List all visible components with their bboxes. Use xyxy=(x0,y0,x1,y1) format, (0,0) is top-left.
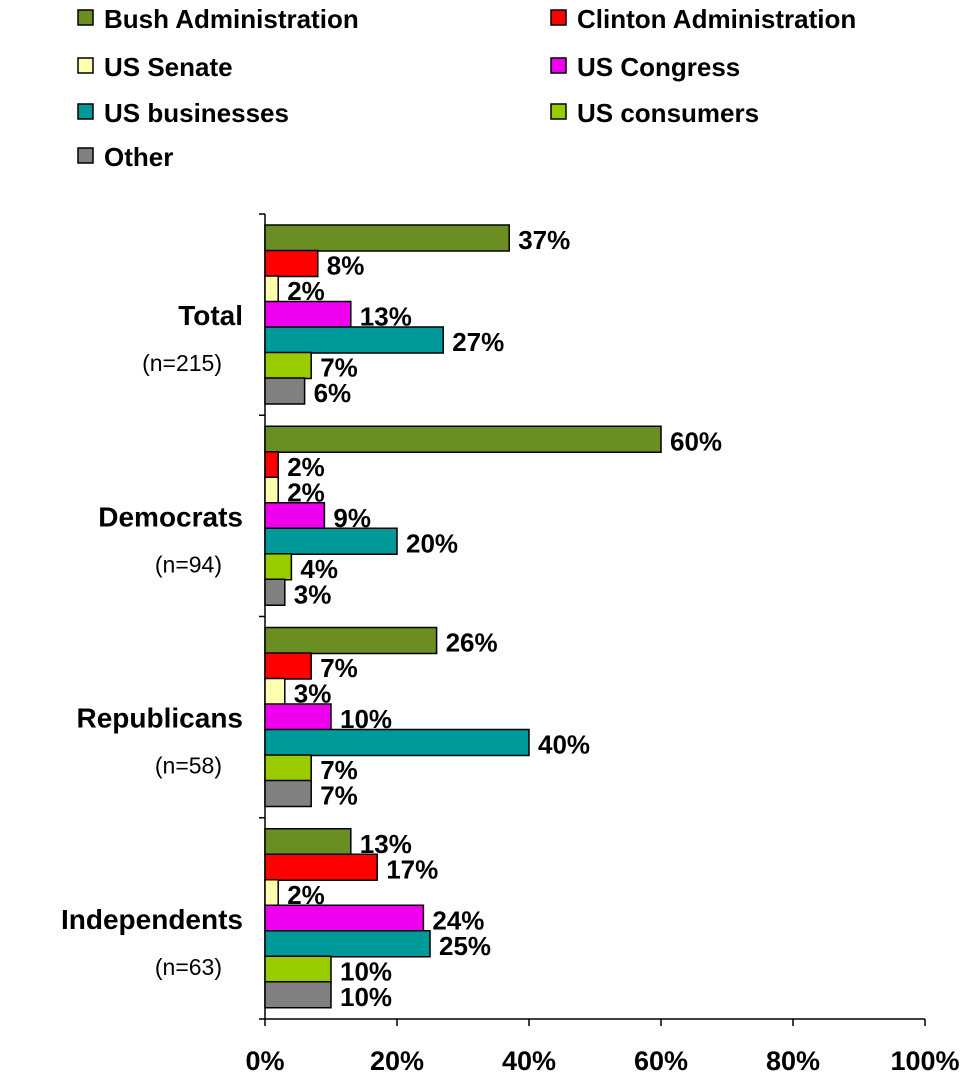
bar-republicans-clinton-administration xyxy=(264,652,312,680)
x-tick-label: 0% xyxy=(245,1046,284,1076)
bar-republicans-other xyxy=(264,779,312,808)
legend-label-us-businesses: US businesses xyxy=(104,98,289,128)
category-sample-size: (n=58) xyxy=(155,753,222,779)
data-label: 3% xyxy=(294,679,332,709)
bar-total-us-businesses xyxy=(264,326,444,354)
bar-independents-clinton-administration xyxy=(264,853,378,881)
bar-independents-other xyxy=(264,981,332,1009)
legend-swatch-other xyxy=(77,147,94,164)
data-label: 6% xyxy=(314,378,352,408)
legend-label-us-consumers: US consumers xyxy=(577,98,759,128)
data-label: 25% xyxy=(439,931,491,961)
x-tick-label: 100% xyxy=(890,1046,959,1076)
bar-independents-bush-administration xyxy=(264,828,352,856)
bar-republicans-us-consumers xyxy=(264,754,312,782)
bar-democrats-us-consumers xyxy=(264,553,293,581)
bar-democrats-other xyxy=(264,578,286,606)
data-labels: 37%8%2%13%27%7%6%60%2%2%9%20%4%3%26%7%3%… xyxy=(287,225,722,1012)
legend-label-clinton-administration: Clinton Administration xyxy=(577,4,856,34)
x-tick-label: 40% xyxy=(502,1046,556,1076)
data-label: 60% xyxy=(670,426,722,456)
category-sample-size: (n=215) xyxy=(142,350,222,376)
category-label-democrats: Democrats xyxy=(98,501,243,532)
data-label: 10% xyxy=(340,956,392,986)
data-label: 10% xyxy=(340,704,392,734)
bar-independents-us-congress xyxy=(264,904,425,932)
data-label: 2% xyxy=(287,880,325,910)
data-label: 37% xyxy=(518,225,570,255)
data-label: 13% xyxy=(360,829,412,859)
data-label: 2% xyxy=(287,452,325,482)
data-label: 13% xyxy=(360,302,412,332)
data-label: 4% xyxy=(300,554,338,584)
category-label-independents: Independents xyxy=(61,904,243,935)
x-tick-label: 60% xyxy=(634,1046,688,1076)
legend-label-us-senate: US Senate xyxy=(104,52,233,82)
category-label-republicans: Republicans xyxy=(77,703,243,734)
axis: 0% 20% 40% 60% 80% 100% xyxy=(245,213,960,1076)
bar-republicans-bush-administration xyxy=(264,626,438,655)
bar-democrats-us-businesses xyxy=(264,527,398,555)
legend-label-other: Other xyxy=(104,142,173,172)
legend: Bush Administration Clinton Administratio… xyxy=(77,4,856,172)
data-label: 2% xyxy=(287,477,325,507)
data-label: 20% xyxy=(406,528,458,558)
category-labels: Total (n=215) Democrats (n=94) Republicans (n… xyxy=(61,300,243,980)
legend-swatch-us-senate xyxy=(77,57,94,74)
bar-independents-us-senate xyxy=(264,879,279,907)
data-label: 9% xyxy=(333,503,371,533)
bar-democrats-us-senate xyxy=(264,476,279,504)
data-label: 26% xyxy=(446,628,498,658)
bar-total-clinton-administration xyxy=(264,249,319,278)
category-sample-size: (n=94) xyxy=(155,551,222,577)
data-label: 3% xyxy=(294,579,332,609)
data-label: 24% xyxy=(432,905,484,935)
bar-total-us-consumers xyxy=(264,351,312,380)
legend-swatch-us-congress xyxy=(550,57,567,74)
data-label: 7% xyxy=(320,353,358,383)
legend-label-bush-administration: Bush Administration xyxy=(104,4,359,34)
bar-total-us-senate xyxy=(264,275,279,303)
bar-democrats-bush-administration xyxy=(264,425,662,453)
data-label: 2% xyxy=(287,276,325,306)
x-tick-label: 80% xyxy=(766,1046,820,1076)
data-label: 8% xyxy=(327,251,365,281)
bar-independents-us-businesses xyxy=(264,930,431,958)
data-label: 40% xyxy=(538,730,590,760)
bar-republicans-us-businesses xyxy=(264,728,530,757)
data-label: 7% xyxy=(320,755,358,785)
bar-total-other xyxy=(264,377,306,405)
data-label: 27% xyxy=(452,327,504,357)
category-label-total: Total xyxy=(178,300,243,331)
data-label: 17% xyxy=(386,854,438,884)
bar-republicans-us-senate xyxy=(264,677,286,706)
bar-independents-us-consumers xyxy=(264,955,332,983)
x-tick-label: 20% xyxy=(370,1046,424,1076)
data-label: 7% xyxy=(320,781,358,811)
legend-swatch-bush-administration xyxy=(77,9,94,26)
data-label: 7% xyxy=(320,653,358,683)
bar-democrats-clinton-administration xyxy=(264,451,279,479)
category-sample-size: (n=63) xyxy=(155,954,222,980)
legend-label-us-congress: US Congress xyxy=(577,52,740,82)
legend-swatch-us-businesses xyxy=(77,103,94,120)
data-label: 10% xyxy=(340,982,392,1012)
legend-swatch-clinton-administration xyxy=(550,9,567,26)
legend-swatch-us-consumers xyxy=(550,103,567,120)
bar-total-bush-administration xyxy=(264,224,510,252)
bars xyxy=(264,224,662,1009)
